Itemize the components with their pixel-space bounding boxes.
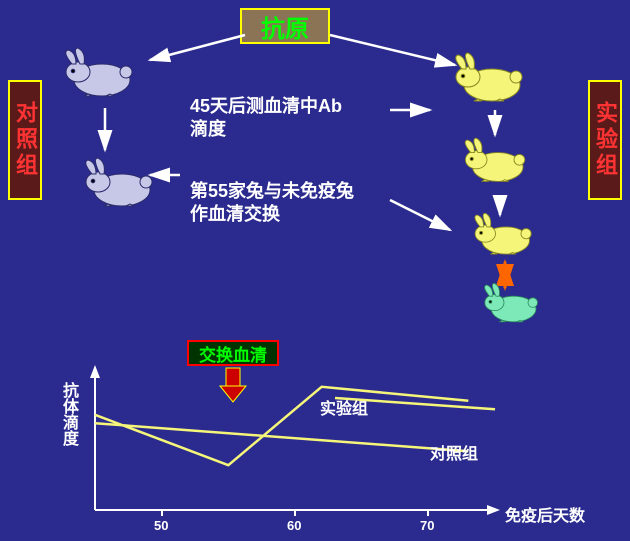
exp-group-label: 实验组	[589, 101, 621, 179]
antigen-label: 抗原	[261, 9, 309, 44]
series-label-ctrl: 对照组	[430, 440, 478, 464]
series-label-exp: 实验组	[320, 395, 368, 419]
chart-line-exp	[95, 387, 468, 465]
antigen-box: 抗原	[240, 8, 330, 44]
x-tick-60: 60	[287, 518, 301, 533]
exchange-label: 交换血清	[199, 341, 267, 366]
arrow-antigen-left	[150, 35, 245, 60]
arrow-step2-right	[390, 200, 450, 230]
y-axis-label: 抗体滴度	[58, 382, 78, 446]
rabbit-exp-1	[456, 53, 522, 101]
step1-text: 45天后测血清中Ab滴度	[190, 95, 350, 142]
overlay-svg	[0, 0, 630, 541]
control-group-box: 对照组	[8, 80, 42, 200]
step2-text: 第55家兔与未免疫兔作血清交换	[190, 180, 370, 227]
x-tick-70: 70	[420, 518, 434, 533]
x-axis-label: 免疫后天数	[505, 502, 585, 526]
arrow-antigen-right	[330, 35, 455, 65]
x-tick-50: 50	[154, 518, 168, 533]
rabbit-control-2	[86, 158, 152, 206]
exchange-arrow-icon	[220, 368, 246, 402]
exp-group-box: 实验组	[588, 80, 622, 200]
rabbit-exp-3	[475, 213, 531, 254]
rabbit-exp-2	[465, 138, 525, 181]
control-group-label: 对照组	[9, 101, 41, 179]
chart-line-ctrl	[95, 423, 468, 451]
rabbit-green	[485, 283, 538, 321]
exchange-box: 交换血清	[187, 340, 279, 366]
rabbit-control-1	[66, 48, 132, 96]
